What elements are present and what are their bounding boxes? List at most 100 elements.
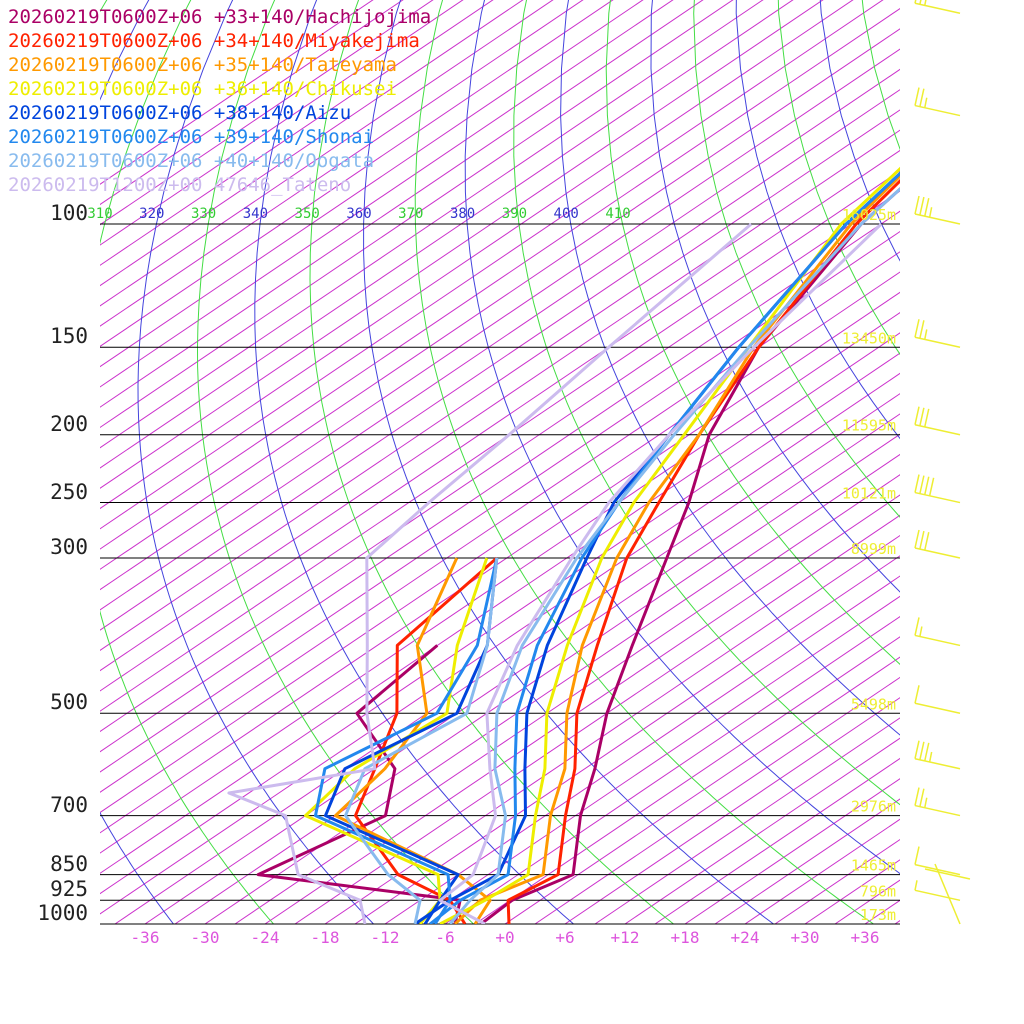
isotherm-line bbox=[100, 0, 734, 429]
wind-barb-flag bbox=[914, 846, 920, 865]
isotherm-line bbox=[624, 737, 900, 924]
wind-barb-flag bbox=[914, 880, 918, 891]
wind-barb-flag bbox=[919, 407, 925, 426]
isotherm-line bbox=[100, 0, 464, 246]
pressure-tick-label: 150 bbox=[50, 324, 88, 349]
height-label: 1465m bbox=[851, 857, 896, 875]
wind-barb-staff bbox=[914, 491, 961, 504]
theta-label: 360 bbox=[346, 206, 371, 222]
isotherm-line bbox=[100, 0, 494, 266]
isotherm-line bbox=[504, 656, 900, 924]
pressure-tick-label: 500 bbox=[50, 690, 88, 715]
isotherm-line bbox=[925, 0, 1024, 924]
wind-barb-flag bbox=[919, 196, 925, 216]
isotherm-line bbox=[894, 920, 900, 924]
dry-adiabat bbox=[100, 0, 174, 924]
isotherm-line bbox=[714, 798, 900, 924]
wind-barb-flag bbox=[928, 207, 933, 218]
wind-barb-flag bbox=[914, 406, 920, 425]
dry-adiabat bbox=[976, 0, 1024, 924]
isotherm-line bbox=[534, 676, 900, 924]
isotherm-line bbox=[100, 0, 434, 226]
wind-barb-staff bbox=[914, 804, 961, 817]
isotherm-line bbox=[594, 717, 900, 924]
temperature-line bbox=[506, 178, 900, 924]
wind-barb-staff bbox=[914, 336, 961, 348]
dry-adiabat bbox=[100, 0, 274, 924]
temperature-line bbox=[448, 187, 900, 924]
temperature-line bbox=[414, 171, 900, 924]
theta-label: 330 bbox=[191, 206, 216, 222]
wind-barb-staff bbox=[914, 423, 961, 436]
dry-adiabat bbox=[560, 0, 900, 736]
wind-barb bbox=[914, 880, 961, 902]
theta-label: 380 bbox=[450, 206, 475, 222]
wind-barb bbox=[914, 406, 961, 436]
isotherm-line bbox=[100, 0, 704, 408]
isotherm-line bbox=[100, 0, 644, 368]
theta-label: 310 bbox=[87, 206, 112, 222]
wind-barb-staff bbox=[914, 634, 961, 647]
isotherm-line bbox=[564, 697, 900, 924]
legend-entry: 20260219T1200Z+00 47646_Tateno bbox=[8, 174, 352, 196]
isotherm-line bbox=[100, 0, 584, 327]
wind-barb-flag bbox=[924, 531, 930, 551]
temperature-tick-label: +12 bbox=[611, 928, 640, 947]
legend-entry: 20260219T0600Z+06 +34+140/Miyakejima bbox=[8, 30, 420, 52]
temperature-line bbox=[429, 171, 900, 924]
dry-adiabat bbox=[605, 0, 900, 665]
sounding-profiles bbox=[227, 166, 900, 924]
isobar-lines bbox=[100, 223, 900, 925]
isotherm-line bbox=[100, 0, 374, 185]
wind-barb-staff bbox=[924, 868, 971, 880]
temperature-tick-label: -18 bbox=[311, 928, 340, 947]
isotherm-line bbox=[100, 0, 554, 307]
temperature-line bbox=[453, 174, 900, 924]
wind-barb-staff bbox=[914, 547, 961, 559]
height-label: 5498m bbox=[851, 695, 896, 713]
legend-entry: 20260219T0600Z+06 +35+140/Tateyama bbox=[8, 54, 397, 76]
pressure-tick-label: 300 bbox=[50, 534, 88, 559]
wind-barb-flag bbox=[919, 0, 922, 5]
isotherm-line bbox=[100, 0, 524, 287]
wind-barb-flag bbox=[914, 787, 920, 806]
height-label: 796m bbox=[860, 882, 896, 900]
wind-barb-flag bbox=[924, 329, 928, 340]
wind-barb-staff bbox=[914, 104, 961, 117]
wind-barb-flag bbox=[914, 685, 920, 704]
wind-barb-staff bbox=[914, 702, 961, 715]
height-label: 16025m bbox=[842, 206, 896, 224]
wind-barb bbox=[914, 617, 961, 647]
wind-barb bbox=[914, 474, 961, 504]
wind-barb-flag bbox=[919, 741, 925, 760]
isotherm-line bbox=[264, 494, 900, 924]
isotherm-line bbox=[1015, 0, 1024, 924]
temperature-tick-label: +30 bbox=[791, 928, 820, 947]
legend-entry: 20260219T0600Z+06 +39+140/Shonai bbox=[8, 126, 375, 148]
wind-barb bbox=[914, 529, 961, 559]
theta-label: 390 bbox=[502, 206, 527, 222]
temperature-tick-label: +18 bbox=[671, 928, 700, 947]
pressure-tick-label: 1000 bbox=[37, 901, 88, 925]
dewpoint-line bbox=[324, 557, 499, 924]
pressure-tick-label: 100 bbox=[50, 201, 88, 225]
chart-labels: -36-30-24-18-12-6+0+6+12+18+24+30+36-66-… bbox=[87, 206, 896, 947]
temperature-tick-label: -6 bbox=[435, 928, 454, 947]
wind-barb-flag bbox=[924, 797, 928, 808]
height-label: 13450m bbox=[842, 329, 896, 347]
theta-label: 350 bbox=[295, 206, 320, 222]
temperature-tick-label: +36 bbox=[851, 928, 880, 947]
dry-adiabat bbox=[896, 0, 1024, 924]
isotherm-line bbox=[414, 595, 900, 924]
wind-barb-flag bbox=[914, 740, 920, 759]
pressure-tick-label: 925 bbox=[50, 877, 88, 902]
isotherm-line bbox=[100, 0, 404, 206]
wind-barb-flag bbox=[928, 477, 935, 496]
wind-barb bbox=[914, 0, 961, 15]
dewpoint-line bbox=[314, 557, 499, 924]
wind-barb-staff bbox=[914, 757, 961, 770]
dry-adiabat bbox=[777, 0, 900, 356]
theta-label: 340 bbox=[243, 206, 268, 222]
wind-barb-staff bbox=[914, 889, 961, 902]
